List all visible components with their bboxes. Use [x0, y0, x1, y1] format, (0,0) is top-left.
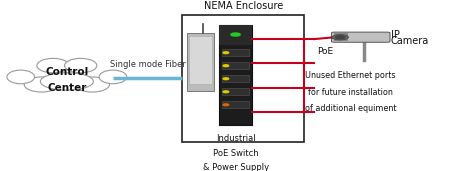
- FancyBboxPatch shape: [222, 101, 249, 108]
- Text: Industrial: Industrial: [216, 134, 255, 143]
- Circle shape: [223, 91, 229, 93]
- Ellipse shape: [75, 77, 110, 92]
- Ellipse shape: [65, 58, 97, 73]
- FancyBboxPatch shape: [222, 75, 249, 82]
- FancyBboxPatch shape: [334, 33, 348, 41]
- Text: Camera: Camera: [391, 36, 429, 46]
- Text: Center: Center: [47, 83, 87, 93]
- FancyBboxPatch shape: [331, 32, 390, 42]
- Circle shape: [332, 35, 349, 40]
- FancyBboxPatch shape: [222, 88, 249, 95]
- FancyBboxPatch shape: [187, 33, 214, 90]
- Text: IP: IP: [391, 30, 400, 40]
- FancyBboxPatch shape: [219, 25, 252, 45]
- Circle shape: [223, 78, 229, 80]
- Text: for future installation: for future installation: [308, 88, 393, 97]
- Ellipse shape: [99, 70, 127, 84]
- Circle shape: [231, 33, 240, 36]
- Text: NEMA Enclosure: NEMA Enclosure: [204, 1, 283, 11]
- Text: PoE Switch: PoE Switch: [213, 149, 258, 158]
- Ellipse shape: [7, 70, 35, 84]
- Text: Single mode Fiber: Single mode Fiber: [110, 60, 185, 69]
- FancyBboxPatch shape: [182, 15, 304, 142]
- Circle shape: [336, 36, 345, 39]
- FancyBboxPatch shape: [189, 36, 212, 84]
- Text: PoE: PoE: [317, 47, 333, 56]
- Circle shape: [223, 104, 229, 106]
- Text: of additional equiment: of additional equiment: [305, 104, 396, 113]
- FancyBboxPatch shape: [222, 62, 249, 69]
- Ellipse shape: [24, 77, 59, 92]
- Ellipse shape: [40, 73, 93, 90]
- Circle shape: [223, 52, 229, 54]
- Text: & Power Supply: & Power Supply: [202, 163, 269, 171]
- Text: Unused Ethernet ports: Unused Ethernet ports: [305, 71, 396, 80]
- Circle shape: [223, 65, 229, 67]
- Text: Control: Control: [45, 67, 89, 77]
- FancyBboxPatch shape: [222, 49, 249, 56]
- Ellipse shape: [37, 58, 69, 73]
- FancyBboxPatch shape: [219, 25, 252, 125]
